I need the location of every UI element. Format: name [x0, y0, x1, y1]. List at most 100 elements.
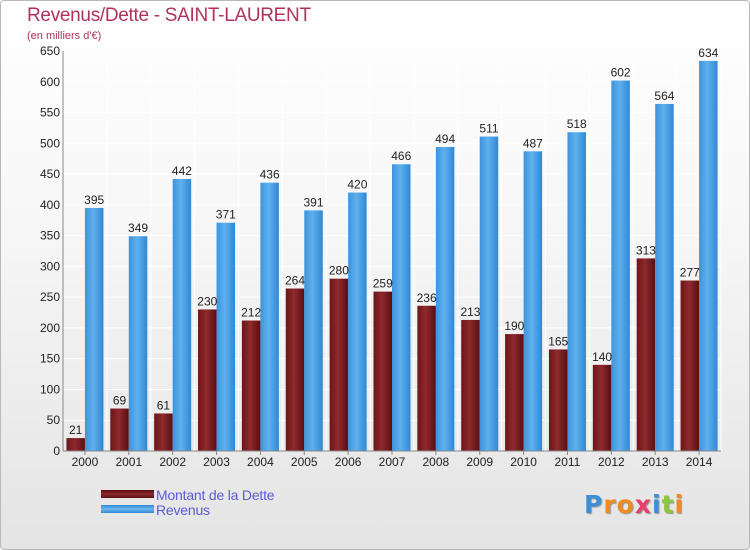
- y-tick-label: 400: [40, 198, 60, 212]
- debt-bar: [66, 438, 85, 451]
- revenue-value-label: 420: [347, 178, 367, 192]
- debt-bar: [417, 305, 436, 451]
- debt-bar: [373, 291, 392, 451]
- legend-label-revenue: Revenus: [156, 502, 210, 518]
- debt-bar: [680, 280, 700, 451]
- logo-letter: t: [661, 490, 675, 519]
- x-tick-label: 2005: [291, 455, 318, 469]
- debt-value-label: 259: [373, 277, 393, 291]
- debt-value-label: 277: [680, 266, 700, 280]
- revenue-value-label: 602: [611, 66, 631, 80]
- logo-letter: r: [603, 490, 617, 519]
- debt-value-label: 61: [157, 398, 171, 412]
- y-tick-label: 500: [40, 136, 60, 150]
- debt-bar: [154, 413, 173, 451]
- revenue-value-label: 391: [304, 195, 324, 209]
- revenue-value-label: 511: [479, 122, 498, 136]
- y-tick-label: 50: [47, 413, 61, 427]
- revenue-bar: [304, 210, 323, 451]
- debt-value-label: 190: [504, 319, 524, 333]
- revenue-value-label: 564: [654, 89, 674, 103]
- y-tick-label: 450: [40, 167, 60, 181]
- x-tick-label: 2011: [555, 455, 581, 469]
- y-tick-label: 100: [40, 382, 60, 396]
- debt-bar: [241, 320, 261, 451]
- axes: 0 50 100 150 200 250 300 350 400 450 500 550 600 650 2…: [40, 44, 721, 469]
- revenue-value-label: 487: [523, 136, 543, 150]
- debt-value-label: 213: [460, 305, 480, 319]
- proxiti-logo: Proxiti: [584, 490, 684, 519]
- y-tick-label: 600: [40, 75, 60, 89]
- debt-bar: [505, 334, 524, 451]
- revenue-value-label: 371: [216, 208, 236, 222]
- chart-title: Revenus/Dette - SAINT-LAURENT: [27, 5, 311, 26]
- logo-letter: o: [616, 490, 635, 519]
- x-tick-label: 2009: [466, 455, 493, 469]
- value-labels: 21 395 69 349 61 442 230 371 212 436 264 391 280 420 2…: [69, 46, 719, 437]
- revenue-value-label: 518: [567, 117, 587, 131]
- revenue-bar: [216, 222, 236, 451]
- debt-bar: [548, 349, 568, 451]
- debt-value-label: 264: [285, 274, 305, 288]
- revenue-bar: [84, 207, 104, 451]
- x-tick-label: 2007: [379, 455, 406, 469]
- revenue-bar: [260, 182, 279, 451]
- x-tick-label: 2014: [686, 455, 713, 469]
- legend-label-debt: Montant de la Dette: [156, 487, 275, 503]
- revenue-value-label: 466: [391, 149, 411, 163]
- debt-bar: [461, 319, 480, 451]
- logo-letter: i: [674, 490, 685, 519]
- debt-value-label: 230: [197, 294, 217, 308]
- legend-swatch-debt: [101, 490, 154, 498]
- x-tick-label: 2001: [115, 455, 142, 469]
- debt-bar: [592, 364, 612, 451]
- y-tick-label: 350: [40, 229, 60, 243]
- x-tick-label: 2013: [642, 455, 669, 469]
- x-tick-label: 2012: [598, 455, 625, 469]
- debt-bar: [329, 278, 349, 451]
- debt-value-label: 140: [592, 350, 612, 364]
- logo-letter: i: [652, 490, 662, 519]
- revenue-bar: [172, 179, 192, 451]
- y-tick-label: 150: [40, 352, 60, 366]
- x-tick-label: 2010: [510, 455, 537, 469]
- debt-bar: [285, 288, 305, 451]
- x-tick-label: 2003: [203, 455, 230, 469]
- y-tick-label: 550: [40, 106, 60, 120]
- debt-value-label: 212: [241, 306, 261, 320]
- debt-value-label: 21: [69, 423, 83, 437]
- revenue-value-label: 436: [260, 168, 280, 182]
- logo-letter: x: [634, 490, 652, 519]
- revenue-value-label: 395: [84, 193, 104, 207]
- revenue-bar: [567, 132, 586, 451]
- debt-value-label: 165: [548, 334, 568, 348]
- x-tick-label: 2008: [423, 455, 450, 469]
- revenue-bar: [523, 151, 543, 452]
- revenue-bar: [655, 103, 674, 451]
- y-tick-label: 250: [40, 290, 60, 304]
- revenue-bar: [435, 147, 455, 451]
- revenue-value-label: 349: [128, 221, 148, 235]
- x-tick-label: 2004: [247, 455, 274, 469]
- debt-value-label: 69: [113, 394, 127, 408]
- y-tick-label: 200: [40, 321, 60, 335]
- debt-value-label: 280: [329, 264, 349, 278]
- debt-value-label: 236: [417, 291, 437, 305]
- debt-bar: [636, 258, 656, 451]
- logo-letter: P: [584, 490, 604, 519]
- revenue-bar: [479, 136, 499, 452]
- revenue-bar: [611, 80, 630, 452]
- y-tick-label: 300: [40, 259, 60, 273]
- y-tick-label: 0: [53, 444, 60, 458]
- debt-bar: [110, 408, 129, 451]
- revenue-value-label: 494: [435, 132, 455, 146]
- revenue-bar: [128, 236, 148, 451]
- revenue-value-label: 442: [172, 164, 192, 178]
- bars: [66, 60, 718, 452]
- debt-value-label: 313: [636, 243, 656, 257]
- y-tick-label: 650: [40, 44, 60, 58]
- legend-swatch-revenue: [101, 505, 154, 513]
- x-tick-label: 2000: [72, 455, 99, 469]
